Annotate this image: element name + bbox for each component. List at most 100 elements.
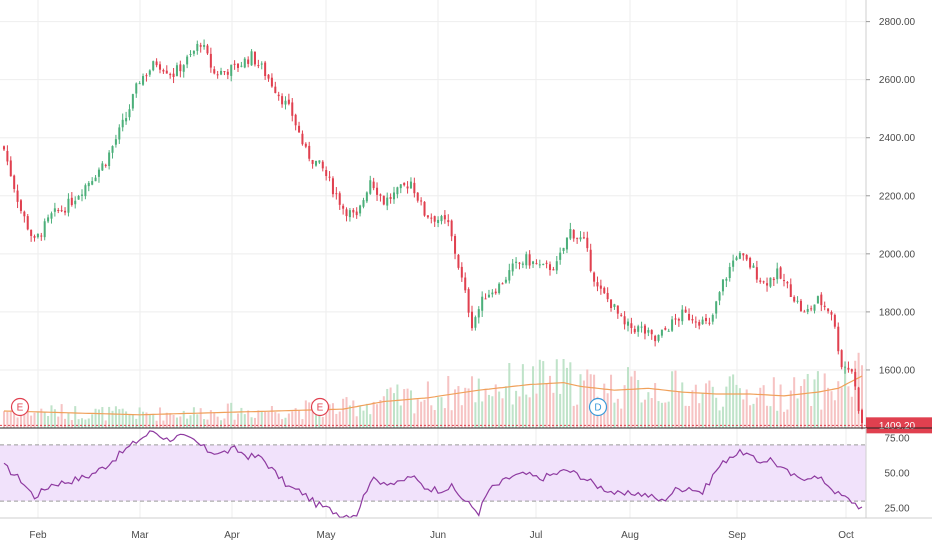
candle-body[interactable]: [101, 163, 104, 171]
candle-body[interactable]: [36, 233, 39, 238]
candle-body[interactable]: [196, 43, 199, 51]
candle-body[interactable]: [236, 63, 240, 68]
candle-body[interactable]: [148, 70, 151, 75]
candle-body[interactable]: [60, 210, 63, 212]
candle-body[interactable]: [335, 193, 338, 195]
candle-body[interactable]: [311, 160, 314, 164]
candle-body[interactable]: [691, 318, 694, 321]
candle-body[interactable]: [657, 334, 660, 341]
candle-body[interactable]: [450, 220, 453, 237]
price-axis[interactable]: 2800.00 2600.00 2400.00 2200.00 2000.00 1800.…: [866, 17, 916, 376]
candle-body[interactable]: [301, 133, 304, 145]
candle-body[interactable]: [192, 50, 195, 54]
time-axis[interactable]: Feb Mar Apr May Jun Jul Aug Sep Oct: [29, 530, 854, 541]
dividend-icon[interactable]: D: [588, 397, 608, 417]
candle-body[interactable]: [43, 221, 46, 238]
candle-body[interactable]: [264, 62, 267, 77]
candle-body[interactable]: [277, 94, 280, 97]
candle-body[interactable]: [542, 263, 545, 265]
candle-body[interactable]: [199, 45, 202, 47]
candle-body[interactable]: [518, 262, 521, 264]
candlesticks[interactable]: [2, 39, 864, 430]
candle-body[interactable]: [23, 211, 26, 217]
candle-body[interactable]: [715, 301, 718, 314]
candle-body[interactable]: [674, 318, 677, 320]
candle-body[interactable]: [521, 263, 524, 265]
candle-body[interactable]: [97, 169, 100, 177]
candle-body[interactable]: [328, 176, 331, 178]
candle-body[interactable]: [67, 198, 70, 213]
candle-body[interactable]: [623, 316, 626, 325]
candle-body[interactable]: [477, 309, 480, 318]
candle-body[interactable]: [172, 73, 175, 77]
candle-body[interactable]: [121, 119, 124, 128]
candle-body[interactable]: [470, 311, 474, 329]
candle-body[interactable]: [175, 65, 178, 76]
candle-body[interactable]: [247, 59, 250, 64]
candle-body[interactable]: [389, 197, 392, 199]
candle-body[interactable]: [94, 177, 97, 182]
candle-body[interactable]: [820, 294, 823, 306]
candle-body[interactable]: [528, 254, 531, 266]
candle-body[interactable]: [467, 289, 470, 313]
candle-body[interactable]: [416, 192, 419, 201]
candle-body[interactable]: [738, 253, 741, 259]
candle-body[interactable]: [667, 330, 670, 332]
candle-body[interactable]: [233, 63, 236, 65]
candle-body[interactable]: [708, 322, 711, 324]
candle-body[interactable]: [681, 309, 684, 322]
candle-body[interactable]: [559, 252, 562, 260]
candle-body[interactable]: [108, 152, 111, 166]
candle-body[interactable]: [704, 317, 708, 322]
candle-body[interactable]: [803, 311, 806, 313]
candle-body[interactable]: [406, 186, 409, 189]
candle-body[interactable]: [501, 283, 504, 285]
candle-body[interactable]: [114, 139, 117, 145]
candle-body[interactable]: [281, 96, 284, 105]
candle-body[interactable]: [423, 201, 426, 216]
candle-body[interactable]: [677, 319, 680, 321]
candle-body[interactable]: [209, 53, 212, 68]
candle-body[interactable]: [284, 100, 287, 105]
candle-body[interactable]: [118, 127, 121, 140]
candle-body[interactable]: [833, 314, 836, 327]
candle-body[interactable]: [443, 215, 446, 220]
candle-body[interactable]: [70, 197, 73, 205]
candle-body[interactable]: [145, 75, 148, 77]
candle-body[interactable]: [253, 51, 256, 65]
rsi-axis[interactable]: 75.00 50.00 25.00: [865, 428, 910, 518]
candle-body[interactable]: [728, 266, 731, 278]
candle-body[interactable]: [206, 45, 209, 54]
candle-body[interactable]: [565, 237, 568, 250]
candle-body[interactable]: [596, 282, 599, 287]
earnings-icon[interactable]: E: [10, 397, 30, 417]
candle-body[interactable]: [769, 277, 772, 287]
candle-body[interactable]: [91, 181, 94, 185]
candle-body[interactable]: [837, 326, 840, 352]
candle-body[interactable]: [365, 192, 368, 202]
candle-body[interactable]: [291, 102, 294, 116]
candle-body[interactable]: [125, 118, 128, 122]
candle-body[interactable]: [111, 146, 114, 153]
candle-body[interactable]: [74, 200, 77, 205]
candle-body[interactable]: [165, 70, 168, 74]
candle-body[interactable]: [220, 70, 223, 75]
candle-body[interactable]: [298, 125, 301, 133]
candle-body[interactable]: [359, 205, 362, 214]
candle-body[interactable]: [589, 249, 592, 271]
candle-body[interactable]: [816, 296, 819, 304]
candle-body[interactable]: [142, 76, 145, 85]
candle-body[interactable]: [850, 369, 853, 372]
candle-body[interactable]: [240, 65, 243, 67]
candle-body[interactable]: [454, 236, 457, 254]
candle-body[interactable]: [382, 195, 385, 205]
candle-body[interactable]: [270, 77, 273, 87]
candle-body[interactable]: [799, 300, 802, 312]
candle-body[interactable]: [786, 282, 789, 284]
candle-body[interactable]: [498, 283, 501, 294]
candle-body[interactable]: [620, 314, 623, 316]
candle-body[interactable]: [2, 146, 6, 150]
candle-body[interactable]: [33, 236, 36, 238]
candle-body[interactable]: [230, 64, 233, 76]
